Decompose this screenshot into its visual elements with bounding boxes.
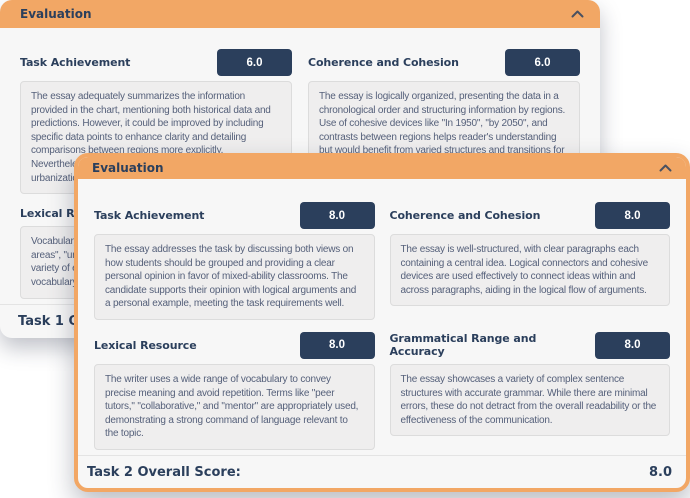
score-badge: 8.0 xyxy=(595,331,670,359)
score-badge: 6.0 xyxy=(505,49,580,76)
section-feedback: The writer uses a wide range of vocabula… xyxy=(94,363,375,450)
chevron-up-icon[interactable] xyxy=(571,10,584,18)
panel-title: Evaluation xyxy=(92,161,164,175)
section-title: Coherence and Cohesion xyxy=(308,56,459,69)
section-title: Task Achievement xyxy=(94,209,205,222)
section-header: Coherence and Cohesion 8.0 xyxy=(389,202,670,229)
section-header: Lexical Resource 8.0 xyxy=(94,331,375,359)
feedback-line: Vocabulary re xyxy=(31,236,90,248)
overall-score-label: Task 2 Overall Score: xyxy=(87,464,241,480)
overall-score-row: Task 2 Overall Score: 8.0 xyxy=(78,455,686,488)
task2-evaluation-panel: Evaluation Task Achievement 8.0 The essa… xyxy=(74,153,690,492)
panel-title: Evaluation xyxy=(20,7,92,21)
section-title: Task Achievement xyxy=(20,56,131,69)
score-badge: 8.0 xyxy=(299,202,375,229)
feedback-line: variety of exp xyxy=(31,263,88,275)
section-lexical-resource: Lexical Resource 8.0 The writer uses a w… xyxy=(94,320,375,450)
score-badge: 8.0 xyxy=(299,331,375,359)
panel-header[interactable]: Evaluation xyxy=(0,0,600,28)
section-header: Task Achievement 6.0 xyxy=(20,49,292,76)
section-title: Coherence and Cohesion xyxy=(389,209,541,222)
chevron-up-icon[interactable] xyxy=(659,164,672,172)
section-header: Grammatical Range and Accuracy 8.0 xyxy=(389,331,670,359)
section-title: Lexical Resource xyxy=(94,338,197,352)
section-header: Coherence and Cohesion 6.0 xyxy=(308,49,580,76)
section-task-achievement: Task Achievement 8.0 The essay addresses… xyxy=(94,179,375,320)
score-badge: 6.0 xyxy=(217,49,292,76)
score-badge: 8.0 xyxy=(595,202,670,229)
feedback-line: areas", "urba xyxy=(31,249,87,261)
feedback-line: vocabulary w xyxy=(31,276,87,288)
section-coherence-cohesion: Coherence and Cohesion 8.0 The essay is … xyxy=(389,179,670,320)
section-grammatical-range-accuracy: Grammatical Range and Accuracy 8.0 The e… xyxy=(389,320,670,450)
overall-score-value: 8.0 xyxy=(648,464,672,480)
section-feedback: The essay addresses the task by discussi… xyxy=(94,234,375,320)
panel-header[interactable]: Evaluation xyxy=(78,157,686,179)
section-header: Task Achievement 8.0 xyxy=(94,202,375,229)
section-feedback: The essay is well-structured, with clear… xyxy=(389,234,670,307)
section-title: Grammatical Range and Accuracy xyxy=(389,332,537,359)
panel-body: Task Achievement 8.0 The essay addresses… xyxy=(78,179,686,450)
section-feedback: The essay showcases a variety of complex… xyxy=(389,363,670,437)
